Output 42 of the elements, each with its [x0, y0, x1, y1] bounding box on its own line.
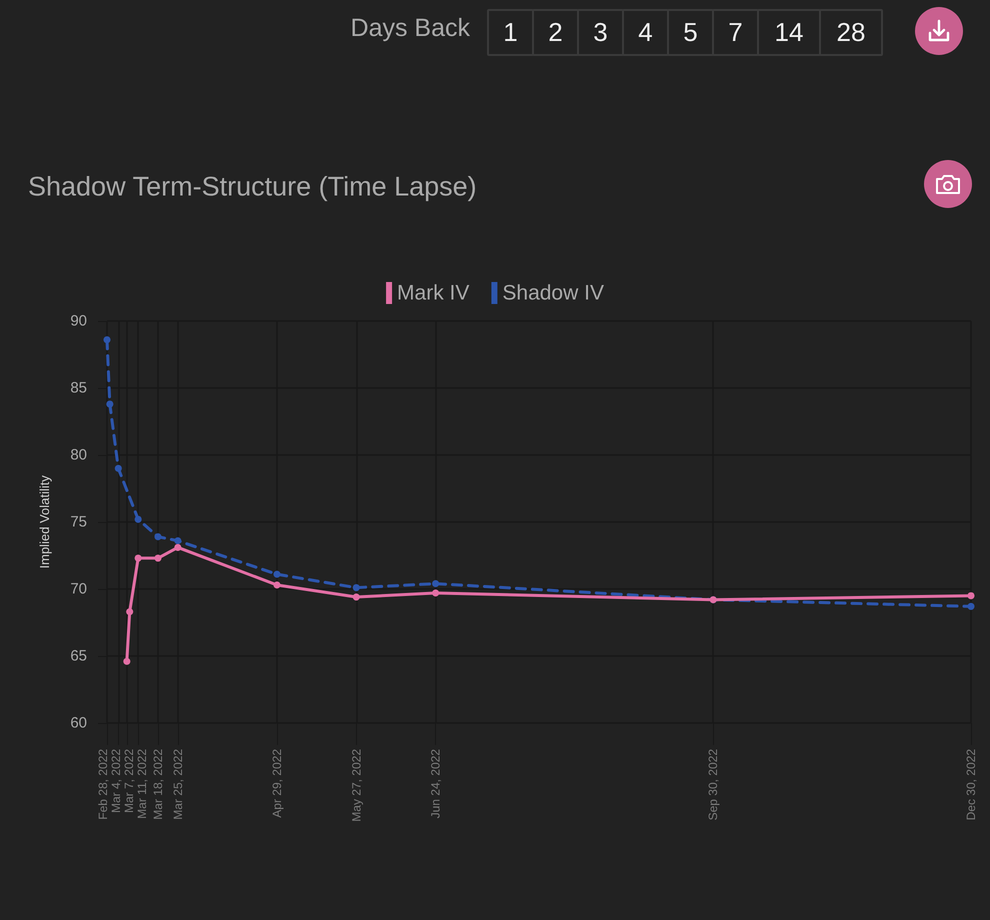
text: Days Back [350, 14, 470, 43]
point [968, 592, 974, 600]
y-tick-label: 70 [70, 580, 87, 598]
point [352, 594, 360, 601]
y-tick-label: 60 [70, 714, 87, 732]
x-tick-label: Mar 25, 2022 [170, 748, 185, 820]
y-tick-label: 65 [70, 648, 87, 664]
legend-label: Mark IV [397, 282, 470, 304]
x-tick-label: Mar 4, 2022 [109, 748, 124, 814]
point [154, 533, 162, 540]
x-tick-label: May 27, 2022 [349, 748, 364, 822]
x-tick-label: Apr 29, 2022 [270, 748, 284, 818]
point [174, 537, 182, 544]
point [273, 581, 280, 588]
y-tick-label: 75 [70, 514, 87, 530]
x-tick-label: Jun 24, 2022 [428, 748, 443, 818]
point [273, 570, 280, 578]
point [134, 516, 142, 523]
x-tick-label: Mar 11, 2022 [135, 748, 150, 819]
x-tick-label: Feb 28, 2022 [96, 748, 110, 820]
point [104, 336, 110, 344]
point [114, 464, 122, 472]
y-tick-label: 80 [70, 446, 87, 464]
y-tick-label: 90 [70, 312, 87, 330]
point [432, 590, 440, 597]
point [134, 554, 142, 562]
x-tick-label: Dec 30, 2022 [964, 748, 978, 820]
point [154, 554, 162, 562]
point [352, 584, 360, 592]
y-axis-title: Implied Volatility [37, 474, 52, 569]
x-tick-label: Sep 30, 2022 [706, 748, 720, 820]
point [106, 400, 114, 408]
x-tick-label: Mar 18, 2022 [150, 748, 165, 820]
y-tick-label: 85 [70, 380, 87, 396]
point [174, 544, 182, 551]
point [432, 580, 440, 588]
point [123, 658, 130, 665]
point [126, 608, 134, 616]
x-tick-label: Mar 7, 2022 [122, 748, 136, 814]
chart-title: Shadow Term-Structure (Time Lapse) [28, 172, 477, 202]
point [968, 602, 974, 610]
legend-label: Shadow IV [502, 282, 604, 304]
